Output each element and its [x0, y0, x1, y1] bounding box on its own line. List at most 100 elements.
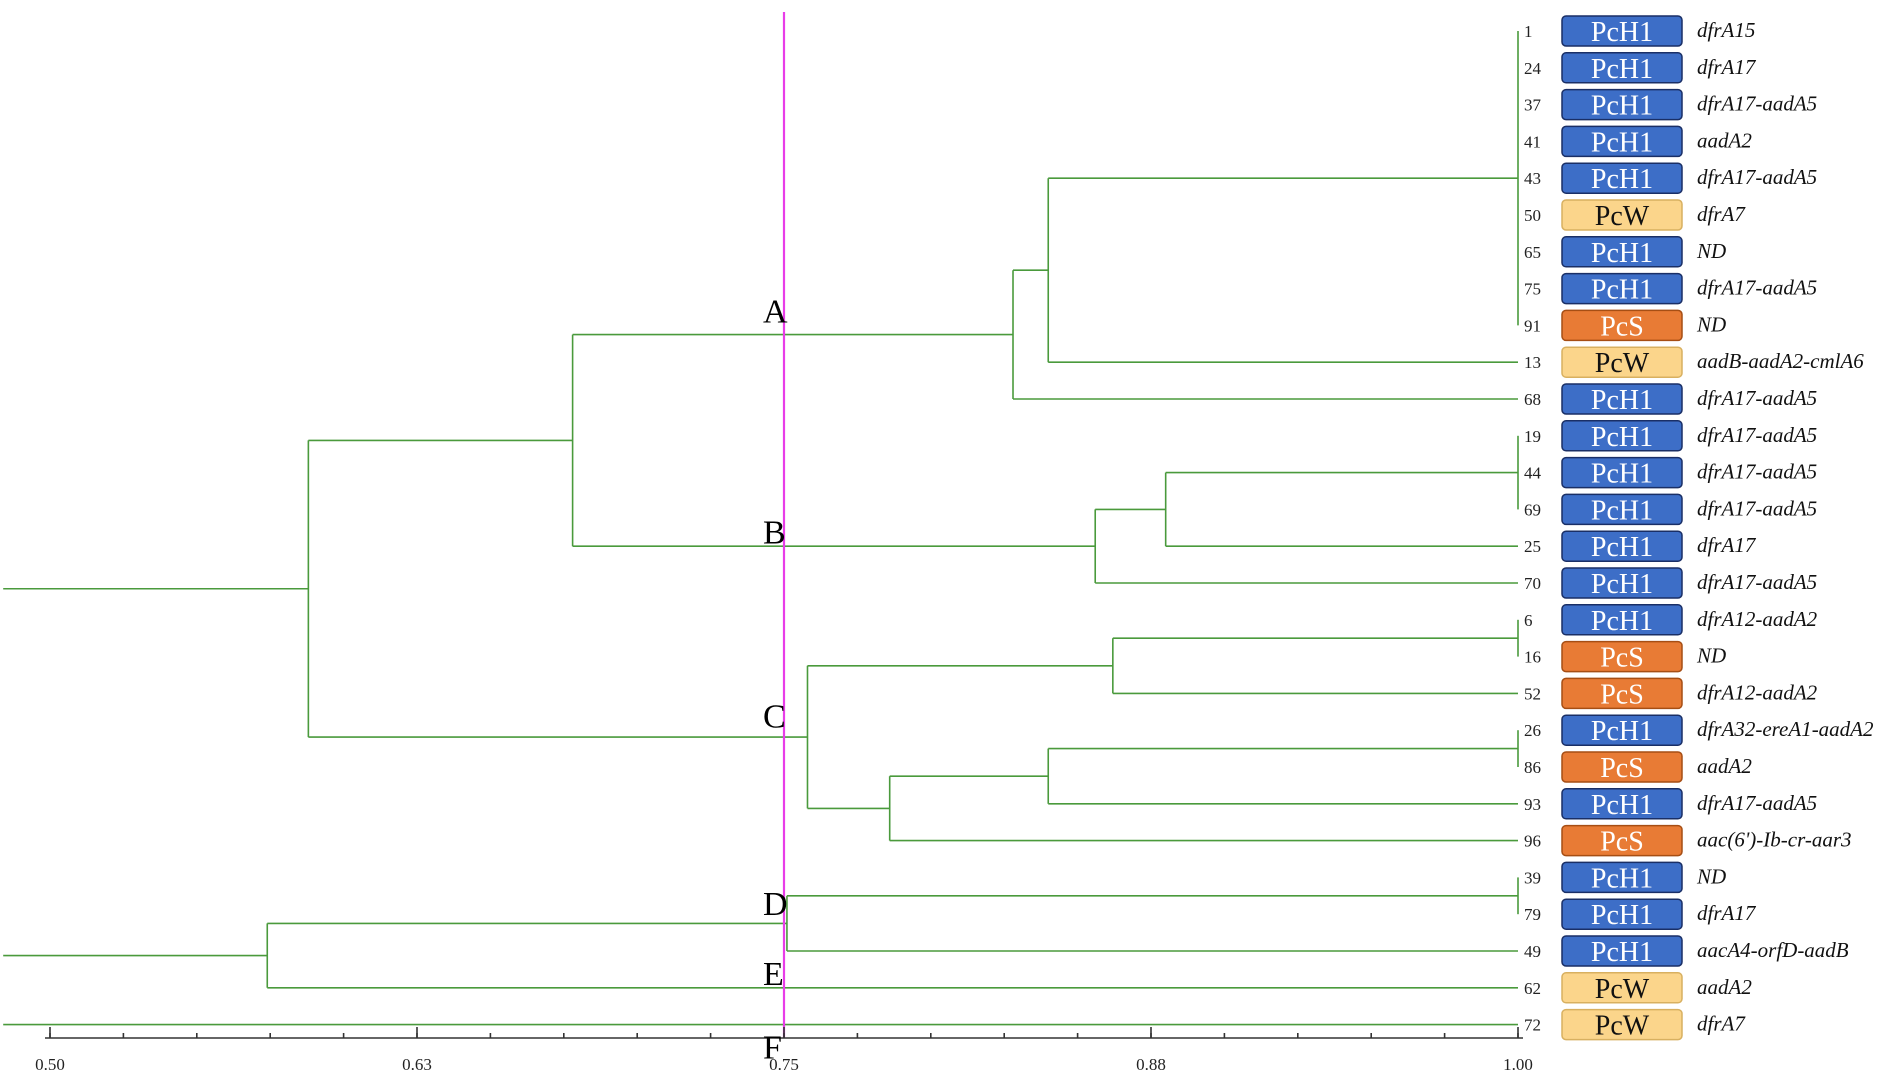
dendrogram-tree: [3, 31, 1519, 1026]
phylogroup-badge: [1561, 272, 1683, 305]
isolate-id: 26: [1524, 721, 1541, 740]
isolate-id: 62: [1524, 979, 1541, 998]
isolate-id: 50: [1524, 206, 1541, 225]
leaf-row: 79 PcH1 dfrA17: [1524, 898, 1757, 931]
cluster-label-f: F: [763, 1030, 782, 1067]
leaf-row: 93 PcH1 dfrA17-aadA5: [1524, 788, 1817, 821]
phylogroup-label: PcW: [1595, 974, 1650, 1005]
phylogroup-label: PcS: [1600, 643, 1644, 674]
phylogroup-badge: [1561, 972, 1683, 1004]
phylogroup-badge: [1561, 199, 1683, 231]
gene-cassette-label: dfrA17-aadA5: [1697, 791, 1817, 815]
phylogroup-label: PcH1: [1591, 606, 1653, 637]
leaf-row: 50 PcW dfrA7: [1524, 199, 1746, 232]
leaf-row: 6 PcH1 dfrA12-aadA2: [1524, 604, 1818, 637]
isolate-id: 1: [1524, 22, 1533, 41]
phylogroup-label: PcH1: [1591, 569, 1653, 600]
cluster-label-a: A: [763, 294, 788, 331]
cluster-label-b: B: [763, 514, 786, 551]
isolate-id: 52: [1524, 684, 1541, 703]
phylogroup-label: PcW: [1595, 348, 1650, 379]
leaf-row: 65 PcH1 ND: [1524, 236, 1726, 269]
leaf-row: 25 PcH1 dfrA17: [1524, 530, 1757, 563]
isolate-id: 91: [1524, 316, 1541, 335]
cluster-label-d: D: [763, 886, 788, 923]
phylogroup-badge: [1561, 456, 1683, 489]
gene-cassette-label: dfrA7: [1697, 202, 1746, 226]
gene-cassette-label: ND: [1696, 644, 1726, 668]
isolate-id: 72: [1524, 1016, 1541, 1035]
leaf-row: 19 PcH1 dfrA17-aadA5: [1524, 420, 1817, 453]
gene-cassette-label: dfrA17-aadA5: [1697, 276, 1817, 300]
phylogroup-badge: [1561, 935, 1683, 967]
phylogroup-badge: [1561, 493, 1683, 526]
leaf-row: 43 PcH1 dfrA17-aadA5: [1524, 162, 1817, 195]
isolate-id: 41: [1524, 132, 1541, 151]
x-axis-tick-label: 0.63: [402, 1055, 432, 1074]
isolate-id: 68: [1524, 390, 1541, 409]
phylogroup-label: PcS: [1600, 679, 1644, 710]
isolate-id: 86: [1524, 758, 1541, 777]
gene-cassette-label: dfrA17-aadA5: [1697, 386, 1817, 410]
x-axis-tick-label: 0.88: [1136, 1055, 1166, 1074]
phylogroup-badge: [1561, 824, 1683, 857]
gene-cassette-label: dfrA17: [1697, 533, 1757, 557]
phylogroup-badge: [1561, 346, 1683, 378]
gene-cassette-label: dfrA17-aadA5: [1697, 423, 1817, 447]
gene-cassette-label: dfrA17: [1697, 55, 1757, 79]
phylogroup-label: PcS: [1600, 827, 1644, 858]
phylogroup-badge: [1561, 604, 1683, 636]
leaf-row: 16 PcS ND: [1524, 640, 1726, 674]
leaf-row: 96 PcS aac(6')-Ib-cr-aar3: [1524, 824, 1852, 858]
phylogroup-label: PcW: [1595, 201, 1650, 232]
leaf-row: 69 PcH1 dfrA17-aadA5: [1524, 493, 1817, 526]
phylogroup-label: PcH1: [1591, 127, 1653, 158]
leaf-row: 86 PcS aadA2: [1524, 751, 1752, 784]
isolate-id: 49: [1524, 942, 1541, 961]
isolate-id: 79: [1524, 905, 1541, 924]
isolate-id: 70: [1524, 574, 1541, 593]
leaf-annotations: 1 PcH1 dfrA15 24 PcH1 dfrA17 37 PcH1 dfrA17-aadA…: [1524, 15, 1874, 1042]
phylogroup-badge: [1561, 88, 1683, 121]
gene-cassette-label: aadA2: [1697, 128, 1752, 152]
phylogroup-badge: [1561, 420, 1683, 452]
phylogroup-label: PcH1: [1591, 937, 1653, 968]
isolate-id: 43: [1524, 169, 1541, 188]
leaf-row: 37 PcH1 dfrA17-aadA5: [1524, 88, 1817, 122]
phylogroup-label: PcH1: [1591, 164, 1653, 195]
phylogroup-badge: [1561, 52, 1683, 84]
phylogroup-badge: [1561, 861, 1683, 894]
leaf-row: 72 PcW dfrA7: [1524, 1008, 1746, 1042]
phylogroup-label: PcH1: [1591, 54, 1653, 85]
phylogroup-label: PcH1: [1591, 790, 1653, 821]
cluster-label-e: E: [763, 956, 784, 993]
gene-cassette-label: dfrA17-aadA5: [1697, 92, 1817, 116]
isolate-id: 39: [1524, 868, 1541, 887]
isolate-id: 96: [1524, 832, 1541, 851]
phylogroup-label: PcH1: [1591, 532, 1653, 563]
phylogroup-badge: [1561, 162, 1683, 194]
isolate-id: 13: [1524, 353, 1541, 372]
phylogroup-label: PcH1: [1591, 385, 1653, 416]
phylogroup-label: PcH1: [1591, 91, 1653, 122]
phylogroup-badge: [1561, 714, 1683, 746]
leaf-row: 24 PcH1 dfrA17: [1524, 52, 1757, 85]
phylogroup-badge: [1561, 898, 1683, 930]
cluster-labels: A B C DEF: [763, 294, 788, 1067]
gene-cassette-label: ND: [1696, 864, 1726, 888]
leaf-row: 1 PcH1 dfrA15: [1524, 15, 1755, 48]
gene-cassette-label: dfrA12-aadA2: [1697, 607, 1818, 631]
gene-cassette-label: aadA2: [1697, 754, 1752, 778]
phylogroup-badge: [1561, 1008, 1683, 1041]
leaf-row: 62 PcW aadA2: [1524, 972, 1752, 1005]
x-axis-tick-label: 0.75: [769, 1055, 799, 1074]
gene-cassette-label: aac(6')-Ib-cr-aar3: [1697, 828, 1852, 852]
phylogroup-label: PcH1: [1591, 863, 1653, 894]
isolate-id: 75: [1524, 280, 1541, 299]
gene-cassette-label: dfrA17-aadA5: [1697, 570, 1817, 594]
isolate-id: 69: [1524, 500, 1541, 519]
leaf-row: 91 PcS ND: [1524, 309, 1726, 342]
phylogroup-label: PcH1: [1591, 275, 1653, 306]
phylogroup-label: PcS: [1600, 311, 1644, 342]
gene-cassette-label: aacA4-orfD-aadB: [1697, 938, 1849, 962]
